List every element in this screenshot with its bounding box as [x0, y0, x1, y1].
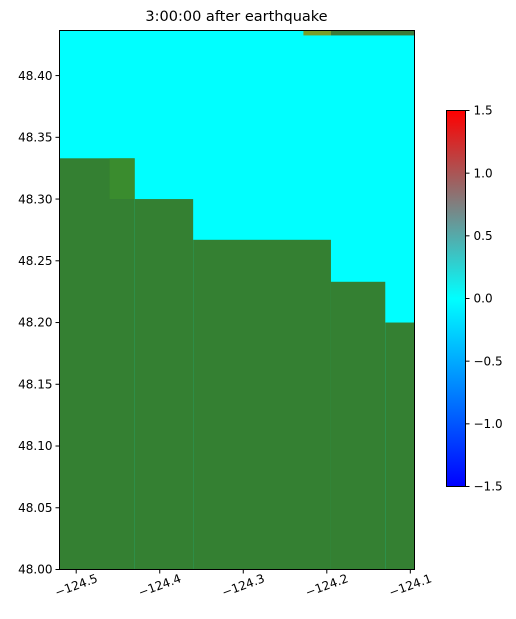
y-tick-label: 48.35: [18, 131, 52, 145]
y-tick-label: 48.40: [18, 69, 52, 83]
x-tick-label: −124.2: [304, 571, 351, 599]
colorbar-tick-label: 1.5: [474, 104, 493, 118]
x-tick-label: −124.1: [387, 571, 434, 599]
plot-frame: [59, 30, 415, 570]
colorbar-tick-label: 0.5: [474, 229, 493, 243]
colorbar: 1.5 1.0 0.5 0.0 −0.5 −1.0 −1.5: [446, 104, 503, 494]
map-cell-land: [59, 158, 135, 570]
map-cell-land: [193, 239, 331, 570]
map-cell-land: [134, 199, 194, 570]
map-cell-surface_anomaly_dark: [330, 30, 415, 36]
map-cell-land_highlight: [109, 158, 135, 200]
map-cell-land: [385, 322, 415, 570]
y-tick-label: 48.05: [18, 501, 52, 515]
colorbar-tick-label: 0.0: [474, 292, 493, 306]
colorbar-tick-label: −1.5: [474, 480, 503, 494]
y-tick-label: 48.25: [18, 254, 52, 268]
y-tick-label: 48.10: [18, 439, 52, 453]
y-tick-label: 48.30: [18, 192, 52, 206]
x-tick-label: −124.4: [136, 571, 183, 599]
y-axis: 48.00 48.05 48.10 48.15 48.20 48.25 48.30 48.35…: [18, 69, 60, 577]
y-tick-label: 48.20: [18, 316, 52, 330]
x-axis: −124.5 −124.4 −124.3 −124.2 −124.1: [53, 569, 434, 600]
colorbar-tick-label: −0.5: [474, 354, 503, 368]
x-tick-label: −124.5: [53, 571, 100, 599]
colorbar-gradient: [446, 110, 466, 487]
colorbar-tick-label: 1.0: [474, 166, 493, 180]
map-cell-land: [330, 281, 386, 570]
y-tick-label: 48.00: [18, 563, 52, 577]
map-cell-surface_anomaly: [303, 30, 331, 36]
chart-title: 3:00:00 after earthquake: [145, 9, 327, 25]
map-plot-area: [59, 30, 415, 570]
colorbar-tick-label: −1.0: [474, 417, 503, 431]
x-tick-label: −124.3: [220, 571, 267, 599]
y-tick-label: 48.15: [18, 377, 52, 391]
